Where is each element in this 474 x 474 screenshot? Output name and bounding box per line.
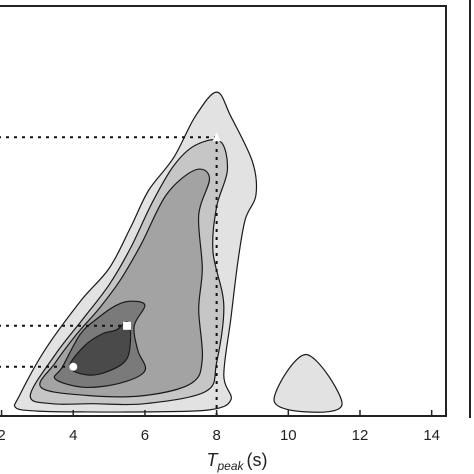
x-tick-label-14: 14 bbox=[423, 427, 440, 444]
contour-level-1-region-2 bbox=[273, 353, 343, 413]
x-tick-label-6: 6 bbox=[141, 427, 149, 444]
x-axis-label-sub: peak bbox=[216, 459, 244, 473]
x-axis-label-var: T bbox=[206, 450, 219, 470]
x-axis-label-unit: (s) bbox=[247, 450, 268, 470]
marker-circle bbox=[69, 362, 78, 371]
x-tick-label-8: 8 bbox=[212, 427, 220, 444]
reference-lines bbox=[0, 136, 218, 416]
x-axis-label: Tpeak (s) bbox=[206, 450, 267, 473]
markers bbox=[69, 132, 221, 371]
x-tick-label-12: 12 bbox=[352, 427, 369, 444]
x-ticks: 2 4 6 8 10 12 14 bbox=[0, 410, 440, 444]
x-tick-label-2: 2 bbox=[0, 427, 6, 444]
marker-triangle bbox=[212, 132, 221, 142]
plot-frame bbox=[0, 5, 447, 417]
marker-square bbox=[123, 321, 132, 330]
x-tick-label-10: 10 bbox=[280, 427, 297, 444]
x-tick-label-4: 4 bbox=[69, 427, 77, 444]
contour-layer bbox=[13, 91, 343, 413]
